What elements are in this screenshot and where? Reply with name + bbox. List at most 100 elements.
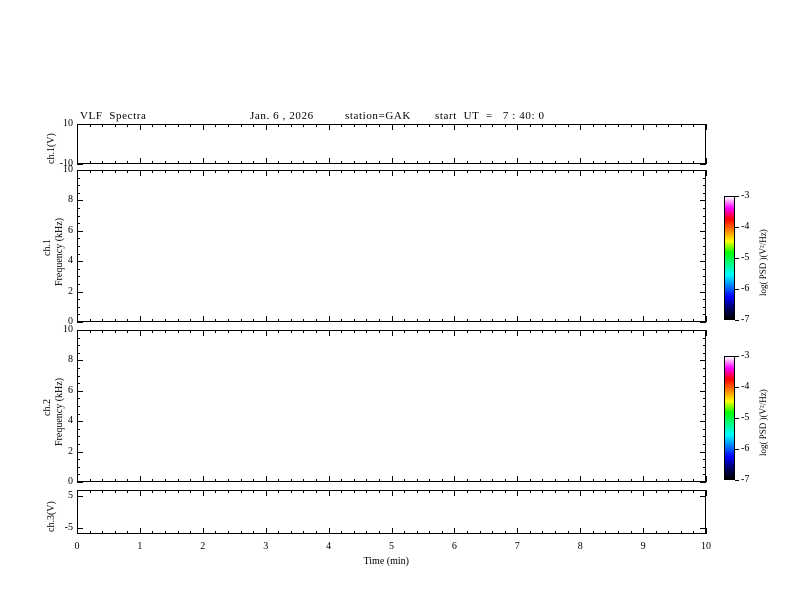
x-tick [618, 319, 619, 322]
y-tick [77, 292, 83, 293]
x-tick [291, 531, 292, 534]
x-tick [203, 490, 204, 496]
x-tick [568, 161, 569, 164]
x-tick [341, 319, 342, 322]
x-tick [278, 319, 279, 322]
x-tick [341, 490, 342, 493]
y-tick-label: 10 [63, 164, 73, 175]
x-tick [593, 124, 594, 127]
x-tick [228, 479, 229, 482]
x-tick [392, 330, 393, 336]
colorbar-tick-label: -7 [741, 314, 750, 325]
x-tick [90, 170, 91, 173]
y-minor-tick [703, 216, 706, 217]
y-minor-tick [77, 376, 80, 377]
y-minor-tick [77, 216, 80, 217]
y-tick [77, 170, 83, 171]
station-label: station=GAK [345, 110, 411, 122]
x-tick [152, 330, 153, 333]
x-tick [681, 330, 682, 333]
y-minor-tick [703, 307, 706, 308]
y-minor-tick [703, 208, 706, 209]
y-minor-tick [77, 345, 80, 346]
x-tick [140, 170, 141, 176]
colorbar-tick [735, 258, 739, 259]
x-tick [656, 330, 657, 333]
y-minor-tick [77, 429, 80, 430]
x-tick [241, 490, 242, 493]
x-tick [618, 330, 619, 333]
x-tick [354, 170, 355, 173]
colorbar-tick [735, 387, 739, 388]
x-tick [404, 161, 405, 164]
y-minor-tick [77, 299, 80, 300]
x-tick [530, 531, 531, 534]
x-tick [454, 170, 455, 176]
x-tick [77, 316, 78, 322]
x-tick [555, 479, 556, 482]
x-tick [467, 161, 468, 164]
y-tick [700, 261, 706, 262]
x-tick [266, 490, 267, 496]
x-tick [605, 479, 606, 482]
colorbar-tick [735, 289, 739, 290]
x-tick [580, 316, 581, 322]
x-tick-label: 5 [389, 541, 394, 552]
y-tick [700, 292, 706, 293]
colorbar-tick-label: -6 [741, 443, 750, 454]
x-tick [303, 319, 304, 322]
x-tick [316, 531, 317, 534]
x-tick [706, 476, 707, 482]
x-tick [568, 170, 569, 173]
x-tick [90, 319, 91, 322]
y-axis-title: ch.1(V) [46, 133, 57, 164]
x-tick [291, 170, 292, 173]
y-minor-tick [703, 398, 706, 399]
x-tick [593, 170, 594, 173]
x-tick [417, 124, 418, 127]
x-tick [668, 531, 669, 534]
x-tick [366, 161, 367, 164]
x-tick [618, 531, 619, 534]
x-tick [228, 170, 229, 173]
colorbar-tick-label: -4 [741, 381, 750, 392]
x-tick [316, 124, 317, 127]
x-tick [542, 479, 543, 482]
x-tick-label: 10 [701, 541, 711, 552]
x-tick [241, 319, 242, 322]
x-tick [668, 161, 669, 164]
y-tick [77, 452, 83, 453]
x-tick [140, 476, 141, 482]
x-tick [530, 479, 531, 482]
x-tick [291, 490, 292, 493]
x-tick [278, 531, 279, 534]
x-tick [454, 528, 455, 534]
x-tick [178, 330, 179, 333]
y-tick [77, 360, 83, 361]
x-tick [505, 531, 506, 534]
y-minor-tick [77, 178, 80, 179]
x-tick [77, 490, 78, 496]
x-tick [190, 479, 191, 482]
x-tick [505, 124, 506, 127]
y-minor-tick [703, 345, 706, 346]
x-tick [442, 319, 443, 322]
x-tick [354, 161, 355, 164]
x-tick [417, 170, 418, 173]
x-tick [681, 319, 682, 322]
y-axis-title-channel: ch.2 [42, 399, 53, 416]
x-tick [517, 490, 518, 496]
panel-frame-ch2-spectrogram [77, 330, 706, 482]
y-minor-tick [77, 338, 80, 339]
date-label: Jan. 6 , 2026 [250, 110, 314, 122]
x-tick [404, 479, 405, 482]
x-tick [693, 330, 694, 333]
x-tick [568, 479, 569, 482]
x-tick-label: 7 [514, 541, 520, 552]
x-tick [366, 330, 367, 333]
y-minor-tick [77, 436, 80, 437]
y-axis-title-frequency: Frequency (kHz) [54, 377, 65, 446]
x-tick [555, 124, 556, 127]
x-tick [693, 479, 694, 482]
x-tick [152, 124, 153, 127]
